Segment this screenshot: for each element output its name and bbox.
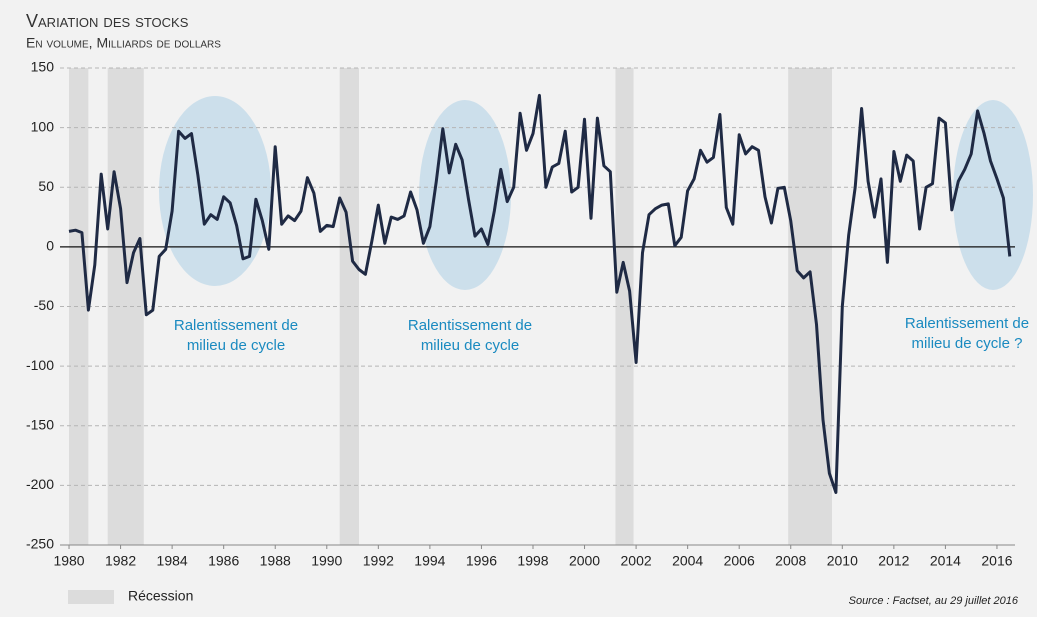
y-tick-label: -200 xyxy=(26,476,54,492)
y-tick-label: -100 xyxy=(26,357,54,373)
x-tick-label: 1996 xyxy=(466,553,497,569)
annotation: Ralentissement de xyxy=(174,317,298,334)
x-tick-label: 2002 xyxy=(621,553,652,569)
x-tick-label: 1990 xyxy=(311,553,342,569)
highlight-ellipse xyxy=(159,96,271,286)
recession-band xyxy=(69,68,89,545)
x-tick-label: 1982 xyxy=(105,553,136,569)
annotation: milieu de cycle xyxy=(421,337,519,354)
x-tick-label: 2008 xyxy=(775,553,806,569)
y-tick-label: -150 xyxy=(26,416,54,432)
x-tick-label: 2004 xyxy=(672,553,703,569)
x-tick-label: 1998 xyxy=(517,553,548,569)
x-tick-label: 2006 xyxy=(724,553,755,569)
y-tick-label: 50 xyxy=(38,178,54,194)
x-tick-label: 2014 xyxy=(930,553,961,569)
x-tick-label: 2010 xyxy=(827,553,858,569)
source-note: Source : Factset, au 29 juillet 2016 xyxy=(849,595,1019,607)
legend-label: Récession xyxy=(128,588,193,604)
x-tick-label: 1992 xyxy=(363,553,394,569)
annotation: milieu de cycle ? xyxy=(912,335,1023,352)
chart-title: Variation des stocks xyxy=(26,11,189,31)
x-tick-label: 2016 xyxy=(981,553,1012,569)
chart-subtitle: En volume, Milliards de dollars xyxy=(26,35,221,51)
y-tick-label: 0 xyxy=(46,238,54,254)
x-tick-label: 1984 xyxy=(157,553,188,569)
x-tick-label: 1988 xyxy=(260,553,291,569)
legend-swatch xyxy=(68,590,114,604)
data-line xyxy=(68,93,1012,494)
x-tick-label: 1980 xyxy=(53,553,84,569)
y-tick-label: 150 xyxy=(31,59,55,75)
y-tick-label: -250 xyxy=(26,536,54,552)
x-tick-label: 2000 xyxy=(569,553,600,569)
highlight-ellipse xyxy=(953,100,1033,290)
x-tick-label: 1986 xyxy=(208,553,239,569)
annotation: Ralentissement de xyxy=(408,317,532,334)
y-tick-label: -50 xyxy=(34,297,54,313)
x-tick-label: 2012 xyxy=(878,553,909,569)
x-tick-label: 1994 xyxy=(414,553,445,569)
y-tick-label: 100 xyxy=(31,118,55,134)
annotation: Ralentissement de xyxy=(905,315,1029,332)
annotation: milieu de cycle xyxy=(187,337,285,354)
